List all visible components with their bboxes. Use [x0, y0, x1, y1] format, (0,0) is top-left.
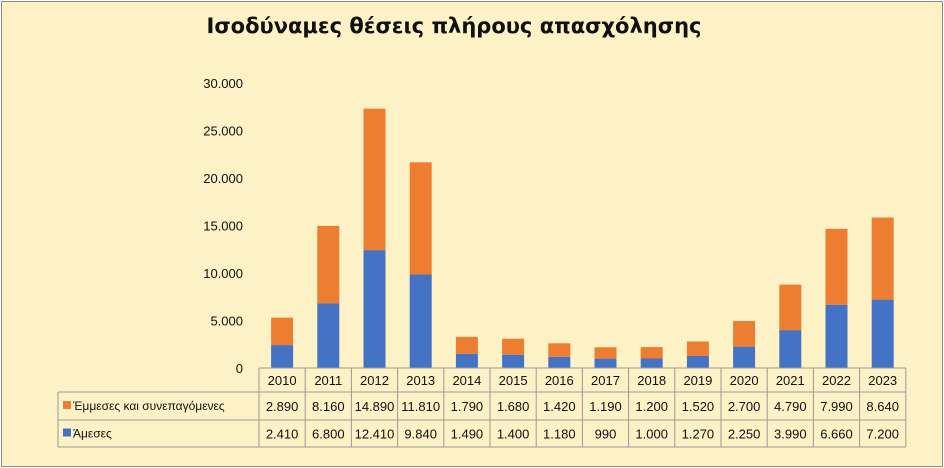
- data-label: 1.490: [451, 427, 484, 442]
- y-tick-label: 20.000: [203, 171, 243, 186]
- legend-label: Άμεσες: [73, 427, 112, 441]
- y-tick-label: 10.000: [203, 266, 243, 281]
- x-tick-label: 2019: [683, 373, 712, 388]
- data-label: 3.990: [774, 427, 807, 442]
- x-tick-label: 2013: [406, 373, 435, 388]
- bar-emmeses: [409, 162, 432, 275]
- data-label: 14.890: [355, 399, 395, 414]
- bar-emmeses: [502, 338, 525, 355]
- data-label: 1.270: [682, 427, 715, 442]
- data-label: 1.420: [543, 399, 576, 414]
- bar-ameses: [779, 330, 802, 368]
- data-label: 1.790: [451, 399, 484, 414]
- bar-ameses: [317, 303, 340, 368]
- bar-emmeses: [548, 343, 571, 357]
- bar-emmeses: [871, 217, 894, 300]
- chart-title: Ισοδύναμες θέσεις πλήρους απασχόλησης: [206, 14, 702, 38]
- data-label: 8.640: [866, 399, 899, 414]
- data-label: 6.660: [820, 427, 853, 442]
- bar-emmeses: [317, 225, 340, 304]
- legend-swatch: [63, 401, 71, 409]
- bar-emmeses: [640, 347, 663, 359]
- data-label: 2.890: [266, 399, 299, 414]
- bar-ameses: [825, 304, 848, 368]
- bar-emmeses: [825, 228, 848, 305]
- bar-ameses: [594, 358, 617, 368]
- y-tick-label: 30.000: [203, 76, 243, 91]
- data-label: 1.680: [497, 399, 530, 414]
- x-tick-label: 2015: [499, 373, 528, 388]
- bar-ameses: [271, 345, 294, 368]
- bar-emmeses: [594, 347, 617, 359]
- bar-emmeses: [733, 320, 756, 347]
- data-label: 2.250: [728, 427, 761, 442]
- legend-swatch: [63, 428, 71, 437]
- data-label: 7.200: [866, 427, 899, 442]
- x-tick-label: 2022: [822, 373, 851, 388]
- bar-ameses: [733, 346, 756, 368]
- data-label: 1.520: [682, 399, 715, 414]
- bar-ameses: [502, 354, 525, 368]
- data-label: 1.200: [635, 399, 668, 414]
- bar-ameses: [363, 250, 386, 368]
- x-tick-label: 2021: [776, 373, 805, 388]
- data-label: 7.990: [820, 399, 853, 414]
- data-label: 990: [595, 427, 617, 442]
- x-tick-label: 2014: [452, 373, 481, 388]
- data-label: 1.400: [497, 427, 530, 442]
- y-tick-label: 25.000: [203, 124, 243, 139]
- bar-emmeses: [686, 341, 709, 356]
- bar-ameses: [871, 299, 894, 368]
- x-tick-label: 2023: [868, 373, 897, 388]
- bar-emmeses: [779, 284, 802, 331]
- x-tick-label: 2016: [545, 373, 574, 388]
- y-tick-label: 0: [236, 361, 243, 376]
- data-label: 8.160: [312, 399, 345, 414]
- data-label: 4.790: [774, 399, 807, 414]
- x-tick-label: 2017: [591, 373, 620, 388]
- data-label: 9.840: [404, 427, 437, 442]
- bar-emmeses: [271, 317, 294, 346]
- bar-ameses: [640, 358, 663, 368]
- legend-label: Έμμεσες και συνεπαγόμενες: [72, 399, 225, 413]
- bar-ameses: [548, 356, 571, 368]
- x-tick-label: 2018: [637, 373, 666, 388]
- data-label: 11.810: [401, 399, 440, 414]
- data-label: 1.180: [543, 427, 576, 442]
- x-tick-label: 2011: [314, 373, 342, 388]
- x-tick-label: 2010: [268, 373, 297, 388]
- bar-emmeses: [363, 108, 386, 251]
- data-label: 1.000: [635, 427, 668, 442]
- bar-emmeses: [455, 336, 478, 354]
- x-tick-label: 2012: [360, 373, 389, 388]
- y-tick-label: 5.000: [210, 314, 243, 329]
- data-label: 1.190: [589, 399, 622, 414]
- data-label: 2.700: [728, 399, 761, 414]
- bar-ameses: [409, 274, 432, 368]
- x-tick-label: 2020: [730, 373, 759, 388]
- y-tick-label: 15.000: [203, 219, 243, 234]
- data-label: 2.410: [266, 427, 299, 442]
- bar-ameses: [455, 353, 478, 368]
- data-label: 12.410: [355, 427, 395, 442]
- bar-ameses: [686, 355, 709, 368]
- data-label: 6.800: [312, 427, 345, 442]
